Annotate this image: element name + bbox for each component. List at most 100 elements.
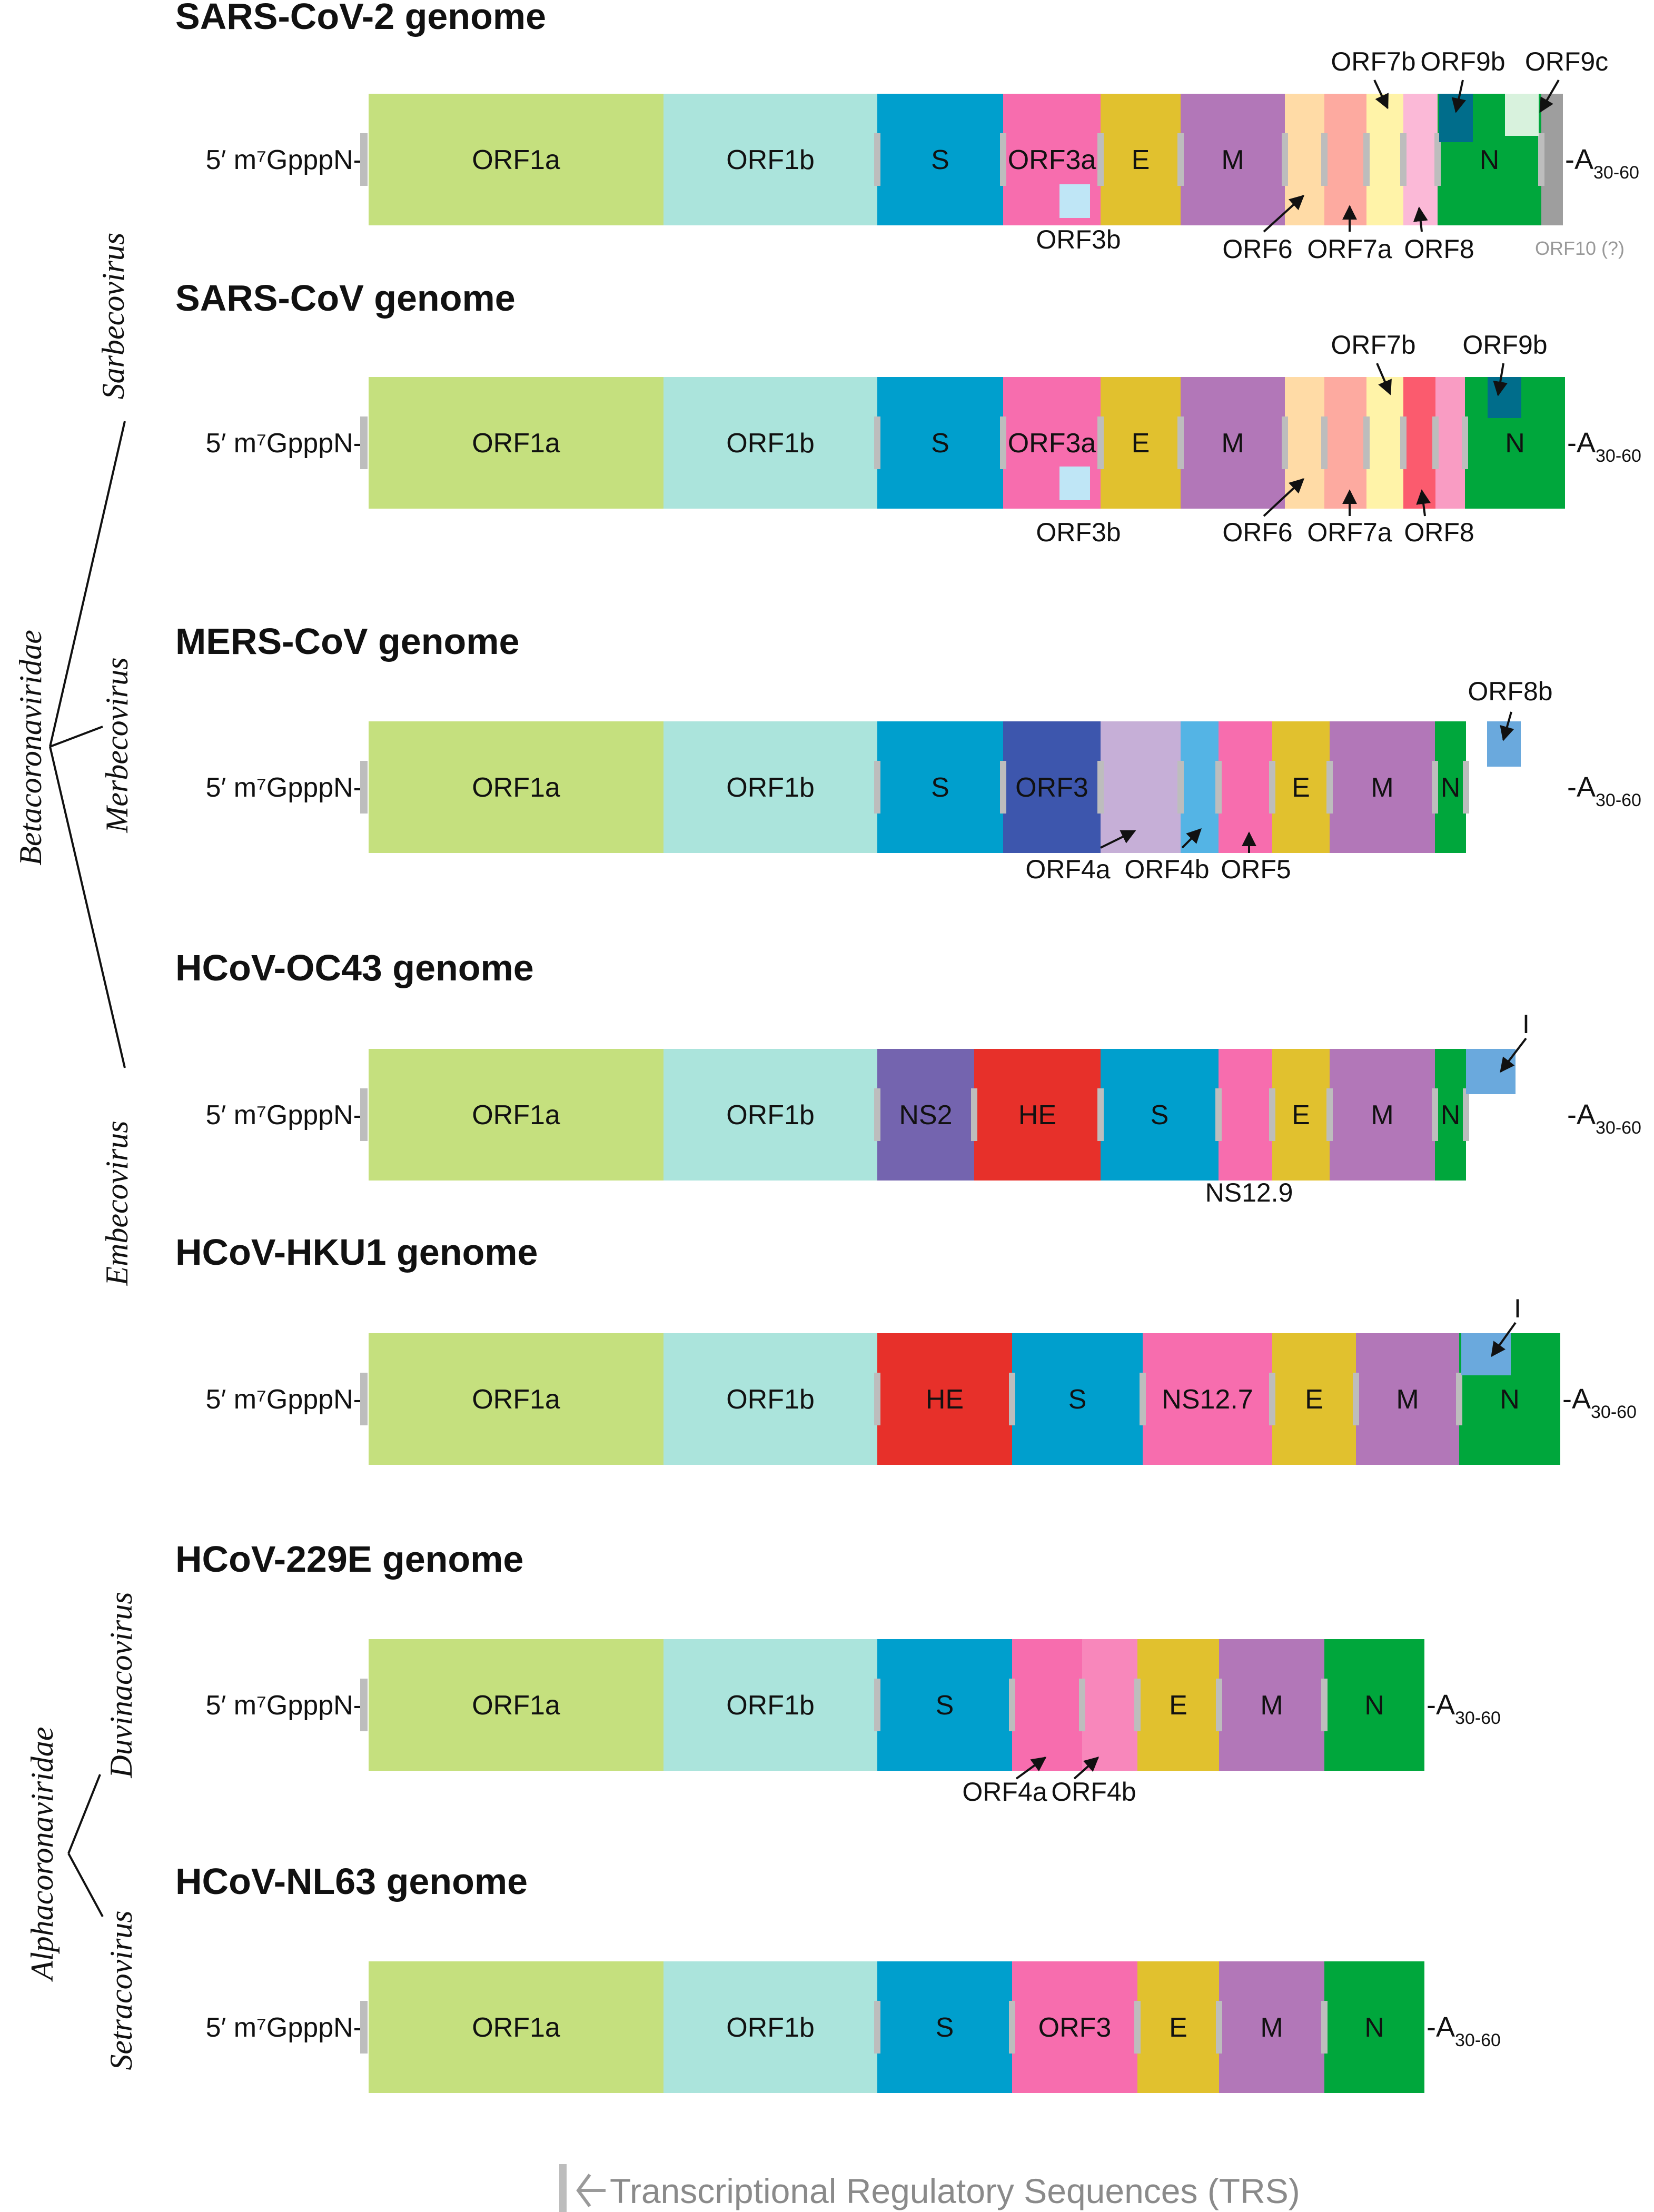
trs-marker	[1432, 761, 1438, 814]
genome-segment	[877, 377, 1003, 509]
genome-segment	[1137, 1961, 1219, 2093]
segment-track	[369, 1639, 1424, 1771]
annotation-arrow	[1491, 1322, 1517, 1357]
cap-label: 5′ m⁷GpppN-	[206, 428, 362, 459]
segment-label: E	[1132, 145, 1150, 175]
genome-title: HCoV-NL63 genome	[175, 1861, 528, 1902]
segment-label: ORF1b	[726, 772, 815, 803]
segment-labels: ORF1a ORF1b S E M N	[472, 1690, 1384, 1721]
genome-row: HCoV-229E genome 5′ m⁷GpppN- ORF1a ORF1b S E M…	[175, 1539, 1501, 1807]
trs-marker	[1097, 1088, 1104, 1141]
gene-inset	[1059, 184, 1090, 218]
annotation-arrow	[1015, 1757, 1047, 1780]
legend: Transcriptional Regulatory Sequences (TR…	[559, 2164, 1300, 2212]
genome-segment	[1143, 1333, 1272, 1465]
genome-segment	[1324, 1961, 1424, 2093]
segment-label: S	[1068, 1384, 1087, 1415]
trs-marker	[1134, 1679, 1141, 1731]
trs-marker	[1269, 1088, 1275, 1141]
genome-segment	[369, 1049, 663, 1181]
segment-label: N	[1500, 1384, 1520, 1415]
annotation-label: ORF7a	[1307, 518, 1392, 547]
annotation-label: ORF4b	[1124, 855, 1209, 884]
segment-label: ORF1a	[472, 1690, 560, 1721]
gene-inset	[1487, 721, 1521, 767]
trs-marker	[1215, 1088, 1222, 1141]
annotation-arrow	[1263, 195, 1305, 233]
cap-label: 5′ m⁷GpppN-	[206, 1690, 362, 1721]
cap-label: 5′ m⁷GpppN-	[206, 2012, 362, 2043]
trs-marker	[1321, 416, 1328, 469]
genome-segment	[1272, 1049, 1330, 1181]
genome-segment	[1403, 94, 1438, 225]
segment-label: ORF1a	[472, 772, 560, 803]
genome-title: HCoV-HKU1 genome	[175, 1232, 538, 1273]
trs-marker	[360, 1088, 368, 1141]
trs-marker	[874, 1679, 880, 1731]
trs-marker	[1177, 761, 1184, 814]
legend-arrow-icon	[576, 2174, 606, 2207]
gene-inset	[1505, 94, 1539, 136]
polya-tail-label: -A30-60	[1567, 427, 1641, 466]
segment-label: M	[1371, 1100, 1393, 1130]
segment-label: ORF3	[1015, 772, 1088, 803]
trs-marker	[1456, 1373, 1462, 1425]
trs-marker	[1216, 1679, 1222, 1731]
trs-marker	[1432, 1088, 1438, 1141]
segment-track	[369, 1049, 1466, 1181]
segment-label: ORF3	[1038, 2012, 1112, 2043]
genome-segment	[1285, 94, 1324, 225]
segment-label: ORF1a	[472, 1100, 560, 1130]
genome-segment	[877, 721, 1003, 853]
trs-marker	[360, 2001, 368, 2054]
genome-segment	[663, 1049, 877, 1181]
genome-segment	[974, 1049, 1101, 1181]
trs-marker	[1177, 416, 1184, 469]
annotation-arrow	[1373, 80, 1389, 110]
polya-tail-label: -A30-60	[1427, 1689, 1501, 1728]
trs-marker	[1434, 133, 1441, 186]
trs-marker	[1216, 2001, 1222, 2054]
genome-segment	[1330, 1049, 1435, 1181]
genome-title: SARS-CoV genome	[175, 277, 516, 319]
genus-label-sarbecovirus: Sarbecovirus	[96, 233, 131, 400]
segment-label: ORF1b	[726, 428, 815, 459]
segment-track	[369, 1333, 1560, 1465]
segment-label: ORF1a	[472, 2012, 560, 2043]
annotation-arrow	[1413, 206, 1428, 232]
annotation-label: ORF9b	[1420, 47, 1505, 76]
annotation-label: ORF7b	[1331, 47, 1415, 76]
annotation-label: ORF9b	[1462, 330, 1547, 360]
gene-inset	[1488, 377, 1521, 418]
annotation-label: ORF6	[1222, 518, 1292, 547]
genome-segment	[1219, 1961, 1324, 2093]
trs-marker	[1321, 2001, 1328, 2054]
genome-segment	[1082, 1639, 1137, 1771]
annotation-label: ORF5	[1221, 855, 1291, 884]
cap-label: 5′ m⁷GpppN-	[206, 1100, 362, 1130]
genome-segment	[1219, 1049, 1272, 1181]
segment-label: S	[1151, 1100, 1169, 1130]
segment-label: HE	[926, 1384, 964, 1415]
genome-segment	[1435, 1049, 1466, 1181]
tree-branch-embecovirus	[49, 746, 126, 1068]
genome-title: MERS-CoV genome	[175, 621, 519, 662]
trs-marker	[1432, 416, 1439, 469]
annotation-label: ORF7a	[1307, 234, 1392, 264]
trs-marker	[360, 761, 368, 814]
genome-row: HCoV-HKU1 genome 5′ m⁷GpppN- ORF1a ORF1b HE S…	[175, 1232, 1637, 1465]
genome-segment	[1435, 377, 1465, 509]
segment-labels: ORF1a ORF1b S ORF3a E M N	[472, 428, 1525, 459]
annotation-label: I	[1522, 1009, 1530, 1039]
genome-segment	[1272, 1333, 1356, 1465]
annotation-arrow	[1500, 711, 1514, 741]
trs-marker	[360, 416, 368, 469]
segment-label: ORF3a	[1008, 145, 1096, 175]
genome-segment	[369, 1333, 663, 1465]
segment-label: NS12.7	[1162, 1384, 1253, 1415]
annotation-label: ORF9c	[1525, 47, 1608, 76]
tree-branch-sarbecovirus	[49, 421, 126, 747]
trs-marker	[1269, 761, 1275, 814]
